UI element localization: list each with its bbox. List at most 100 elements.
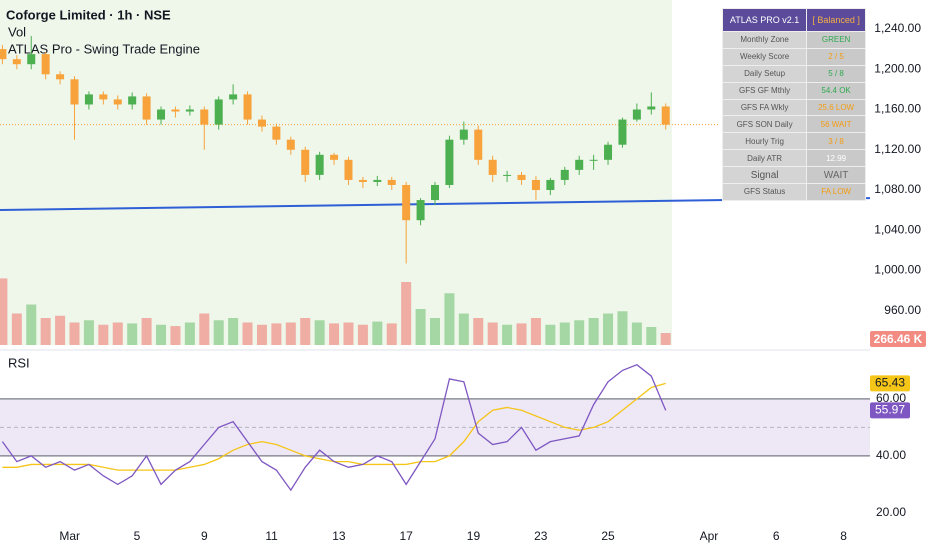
rsi-label: 55.97 [875, 403, 905, 417]
table-row: GFS Status FA LOW [721, 183, 866, 201]
chart-title: Coforge Limited · 1h · NSE [6, 7, 171, 22]
volume-label: 266.46 K [874, 332, 923, 346]
candle-body [618, 119, 627, 145]
volume-bar [26, 304, 37, 345]
candle-body [344, 159, 353, 180]
volume-bar [156, 324, 167, 345]
row-value: GREEN [806, 31, 866, 49]
row-value: 3 / 8 [806, 132, 866, 151]
candle-body [330, 154, 339, 160]
candle-body [575, 159, 584, 170]
candle-body [157, 109, 166, 120]
row-label: Signal [721, 166, 808, 185]
row-label: GFS FA Wkly [721, 98, 808, 117]
volume-bar [170, 326, 181, 345]
y-tick-label: 1,040.00 [874, 222, 921, 236]
y-tick-label: 1,080.00 [874, 182, 921, 196]
candle-body [84, 94, 93, 105]
row-label: GFS SON Daily [721, 115, 808, 134]
candle-body [301, 149, 310, 175]
candle-body [661, 106, 670, 125]
x-tick-label: 13 [332, 529, 346, 543]
volume-bar [574, 320, 585, 345]
x-tick-label: 19 [467, 529, 481, 543]
volume-bar [473, 318, 484, 345]
volume-bar [415, 309, 426, 345]
status-table: ATLAS PRO v2.1[ Balanced ] Monthly Zone G… [721, 8, 866, 201]
candle-body [142, 96, 151, 120]
volume-bar [631, 322, 642, 345]
volume-bar [98, 324, 109, 345]
candle-body [358, 179, 367, 182]
candle-body [229, 94, 238, 100]
volume-bar [502, 324, 513, 345]
table-row: GFS SON Daily 56 WAIT [721, 115, 866, 134]
table-title: ATLAS PRO v2.1 [721, 8, 808, 32]
y-tick-label: 1,160.00 [874, 102, 921, 116]
row-value: WAIT [806, 166, 866, 185]
volume-bar [660, 333, 671, 345]
candle-body [70, 79, 79, 105]
volume-bar [40, 318, 51, 345]
volume-bar [430, 318, 440, 345]
y-tick-label: 1,120.00 [874, 142, 921, 156]
candle-body [286, 139, 295, 150]
row-label: Daily Setup [721, 64, 808, 83]
row-value: FA LOW [806, 183, 866, 201]
rsi-ma-label-box [870, 375, 910, 392]
rsi-label-box [870, 402, 910, 419]
rsi-tick-label: 60.00 [876, 391, 906, 405]
y-tick-label: 1,240.00 [874, 21, 921, 35]
table-mode: [ Balanced ] [806, 8, 866, 32]
volume-bar [285, 322, 296, 345]
candle-body [99, 94, 108, 100]
indicator-title: ATLAS Pro - Swing Trade Engine [8, 41, 200, 56]
candle-body [27, 54, 36, 65]
x-tick-label: 6 [773, 529, 780, 543]
y-tick-label: 1,000.00 [874, 263, 921, 277]
volume-bar [83, 320, 94, 345]
volume-bar [242, 322, 253, 345]
row-label: GFS GF Mthly [721, 81, 808, 100]
candle-body [128, 96, 137, 105]
candle-body [373, 179, 382, 182]
candle-body [214, 99, 223, 125]
volume-bar [458, 313, 469, 345]
candle-body [604, 144, 613, 160]
x-tick-label: 11 [265, 529, 278, 543]
row-value: 5 / 8 [806, 64, 866, 83]
volume-bar [314, 320, 325, 345]
volume-bar [617, 311, 628, 345]
table-row: Daily Setup 5 / 8 [721, 64, 866, 83]
volume-bar [386, 323, 397, 345]
candle-body [185, 109, 194, 112]
volume-bar [271, 323, 282, 345]
row-label: Daily ATR [721, 149, 808, 168]
volume-label-box [870, 331, 926, 347]
y-tick-label: 1,200.00 [874, 61, 921, 75]
candle-body [12, 59, 21, 65]
candle-body [531, 179, 540, 191]
candle-body [0, 49, 7, 60]
x-tick-label: 17 [399, 529, 413, 543]
rsi-tick-label: 20.00 [876, 505, 906, 519]
volume-bar [603, 313, 614, 345]
volume-bar [55, 315, 66, 345]
table-row: Monthly Zone GREEN [721, 31, 866, 49]
row-value: 56 WAIT [806, 115, 866, 134]
row-label: Monthly Zone [721, 31, 808, 49]
table-row: GFS FA Wkly 25.6 LOW [721, 98, 866, 117]
volume-bar [112, 322, 123, 345]
volume-bar [0, 278, 8, 345]
x-tick-label: 25 [601, 529, 615, 543]
table-row: Signal WAIT [721, 166, 866, 185]
volume-bar [184, 322, 195, 345]
candle-body [474, 129, 483, 160]
candle-body [272, 126, 281, 140]
candle-body [315, 154, 324, 175]
row-label: Hourly Trig [721, 132, 808, 151]
volume-bar [559, 322, 570, 345]
x-tick-label: 8 [840, 529, 847, 543]
row-value: 2 / 5 [806, 47, 866, 66]
